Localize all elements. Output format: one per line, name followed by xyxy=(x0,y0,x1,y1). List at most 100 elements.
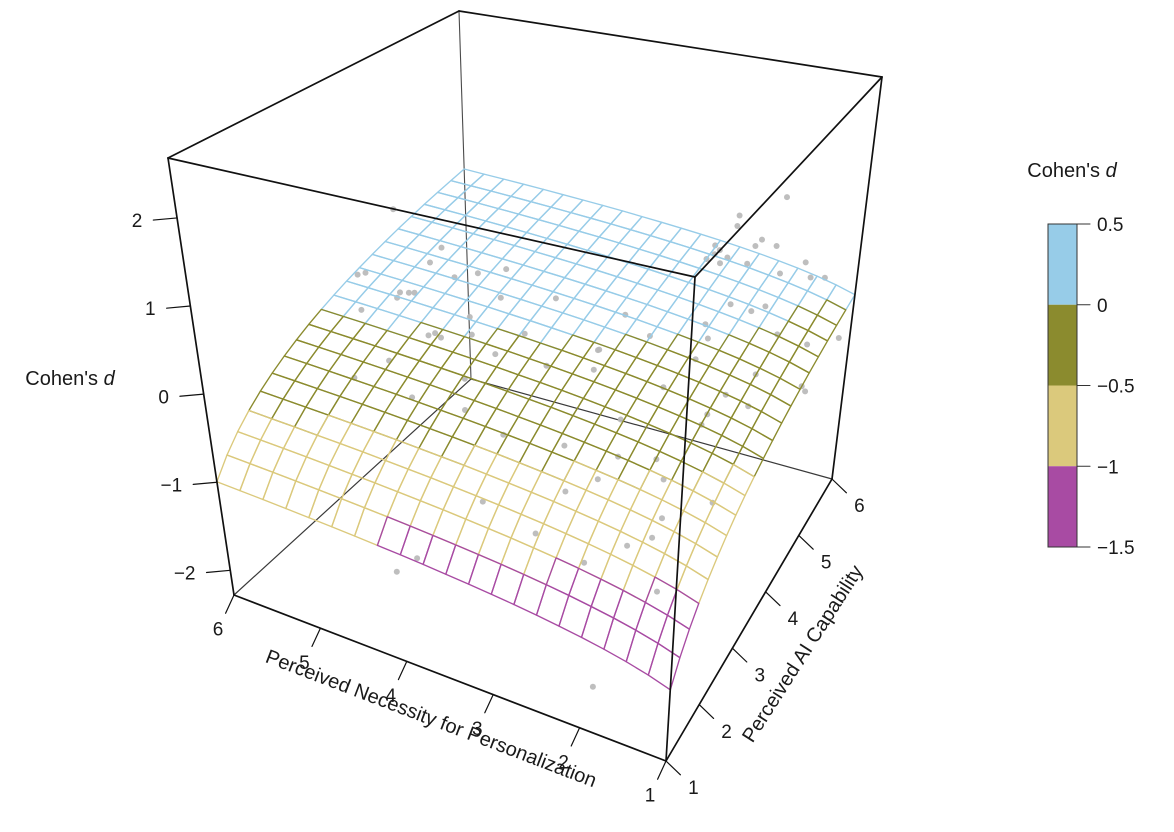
surface-cell xyxy=(271,398,307,428)
surface-cell xyxy=(667,373,700,400)
surface-cell xyxy=(237,409,273,441)
surface-cell xyxy=(708,349,741,376)
surface-cell xyxy=(373,368,409,395)
surface-cell xyxy=(419,477,455,511)
surface-cell xyxy=(622,564,656,604)
legend-tick-label: 0 xyxy=(1097,296,1108,317)
surface-cell xyxy=(657,275,690,298)
surface-cell xyxy=(777,282,809,307)
surface-cell xyxy=(797,290,828,316)
x-tick xyxy=(570,727,581,747)
x-tick-label: 3 xyxy=(472,719,483,740)
z-tick-label: 0 xyxy=(158,387,169,408)
data-point xyxy=(552,295,559,302)
box-edge-left-vertical xyxy=(167,157,235,596)
surface-cell xyxy=(583,304,617,328)
data-point xyxy=(358,306,365,313)
surface-cell xyxy=(328,442,364,475)
surface-cell xyxy=(386,314,422,339)
surface-cell xyxy=(306,346,342,372)
surface-cell xyxy=(506,374,541,400)
data-point xyxy=(752,243,759,249)
surface-cell xyxy=(401,266,437,288)
surface-cell xyxy=(432,509,467,546)
surface-cell xyxy=(330,315,366,340)
surface-cell xyxy=(582,341,616,367)
z-tick-label: −2 xyxy=(174,563,196,584)
surface-cell xyxy=(826,284,856,311)
y-tick-label: 2 xyxy=(721,722,732,743)
legend-title: Cohen's d xyxy=(1027,160,1117,182)
surface-cell xyxy=(477,527,512,565)
surface-cell xyxy=(638,234,671,256)
surface-cell xyxy=(282,426,318,458)
surface-cell xyxy=(519,284,554,307)
surface-cell xyxy=(350,403,386,433)
surface-cell xyxy=(546,224,580,245)
surface-cell xyxy=(530,470,565,503)
y-tick xyxy=(831,478,848,494)
surface-cell xyxy=(680,442,713,473)
surface-cell xyxy=(625,318,658,343)
surface-cell xyxy=(603,617,637,663)
surface-cell xyxy=(587,520,622,555)
data-point xyxy=(777,270,783,277)
surface-cell xyxy=(676,565,709,605)
surface-cell xyxy=(353,507,388,547)
surface-cell xyxy=(787,305,819,332)
surface-cell xyxy=(535,584,570,627)
surface-cell xyxy=(590,578,624,619)
surface-cell xyxy=(468,252,503,273)
surface-cell xyxy=(768,296,799,322)
surface-cell xyxy=(374,329,410,354)
box-edge-back-left xyxy=(233,378,472,596)
data-point xyxy=(497,294,504,301)
data-point xyxy=(734,223,741,229)
box-edge-back-right xyxy=(470,378,833,480)
x-tick xyxy=(484,693,494,714)
surface-cell xyxy=(646,289,679,313)
surface-cell xyxy=(340,473,376,509)
surface-cell xyxy=(463,444,498,475)
surface-cell xyxy=(340,338,376,363)
surface-cell xyxy=(474,425,509,455)
y-tick-label: 4 xyxy=(788,609,799,630)
surface-cell xyxy=(558,211,592,232)
y-tick xyxy=(764,591,781,607)
surface-cell xyxy=(432,292,468,316)
surface-cell xyxy=(513,573,547,616)
data-point xyxy=(581,559,588,566)
surface-cell xyxy=(308,489,343,528)
surface-cell xyxy=(669,227,702,249)
surface-cell xyxy=(510,264,545,286)
surface-cell xyxy=(529,424,564,453)
data-point xyxy=(595,347,601,354)
surface-cell xyxy=(582,381,617,408)
data-point xyxy=(438,334,444,341)
data-point xyxy=(807,274,814,281)
scatter-points xyxy=(351,194,842,690)
surface-cell xyxy=(614,372,648,399)
surface-cell xyxy=(707,311,740,336)
surface-cell xyxy=(445,544,480,585)
data-point xyxy=(479,498,486,505)
surface-cell xyxy=(362,430,398,462)
surface-cell xyxy=(816,299,847,326)
surface-cell xyxy=(361,385,397,413)
surface-cell xyxy=(658,241,691,263)
surface-cell xyxy=(748,327,780,353)
surface-cell xyxy=(305,434,341,467)
data-point xyxy=(521,330,528,337)
surface-cell xyxy=(367,273,403,295)
surface-cell xyxy=(451,417,487,447)
surface-cell xyxy=(465,285,501,308)
surface-cell xyxy=(575,489,609,522)
surface-cell xyxy=(670,460,704,492)
data-point xyxy=(427,259,433,266)
data-point xyxy=(590,366,597,373)
surface-cell xyxy=(770,377,801,407)
surface-cell xyxy=(318,464,353,500)
surface-cell xyxy=(406,401,442,430)
surface-cell xyxy=(721,417,753,447)
